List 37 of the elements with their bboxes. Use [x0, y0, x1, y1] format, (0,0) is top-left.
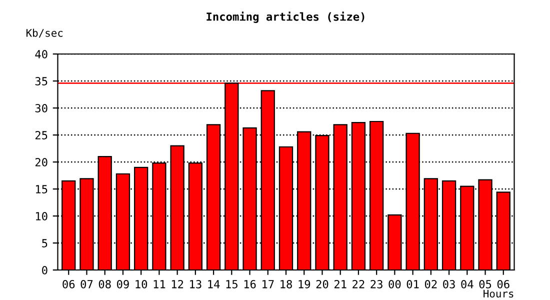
x-tick-label: 12: [172, 280, 184, 288]
x-tick-label: 18: [280, 280, 292, 288]
x-tick-label: 16: [244, 280, 256, 288]
y-tick-label: 25: [35, 131, 48, 140]
y-tick-label: 35: [35, 77, 48, 86]
y-tick-label: 30: [35, 104, 48, 112]
x-tick-label: 04: [461, 280, 474, 288]
x-tick-label: 09: [116, 280, 129, 288]
y-tick-label: 0: [42, 266, 48, 274]
x-tick-label: 06: [497, 280, 510, 288]
y-tick-label: 15: [36, 185, 48, 194]
x-tick-label: 08: [98, 280, 111, 288]
x-tick-label: 20: [316, 280, 328, 288]
x-tick-label: 07: [80, 280, 93, 288]
y-tick-label: 10: [36, 212, 48, 220]
x-tick-label: 17: [262, 280, 274, 288]
x-tick-label: 02: [424, 280, 437, 288]
x-tick-label: 10: [136, 280, 148, 288]
x-tick-label: 06: [62, 280, 75, 288]
x-tick-label: 22: [352, 280, 364, 288]
x-tick-label: 01: [406, 280, 419, 288]
x-tick-label: 11: [154, 280, 166, 288]
chart-title: Incoming articles (size): [206, 12, 364, 23]
y-tick-label: 5: [42, 239, 48, 248]
y-axis-title: Kb/sec: [26, 28, 63, 38]
x-tick-label: 19: [298, 280, 310, 288]
y-tick-label: 20: [35, 158, 48, 166]
x-tick-label: 05: [479, 280, 492, 288]
y-tick-label: 40: [35, 50, 48, 58]
x-tick-label: 00: [388, 280, 401, 288]
x-tick-label: 03: [443, 280, 455, 288]
x-tick-label: 14: [208, 280, 220, 288]
x-tick-label: 13: [190, 280, 202, 288]
x-tick-label: 15: [226, 280, 238, 288]
x-axis-title: Hours: [484, 290, 514, 298]
x-tick-label: 23: [370, 280, 382, 288]
x-tick-label: 21: [334, 280, 346, 288]
